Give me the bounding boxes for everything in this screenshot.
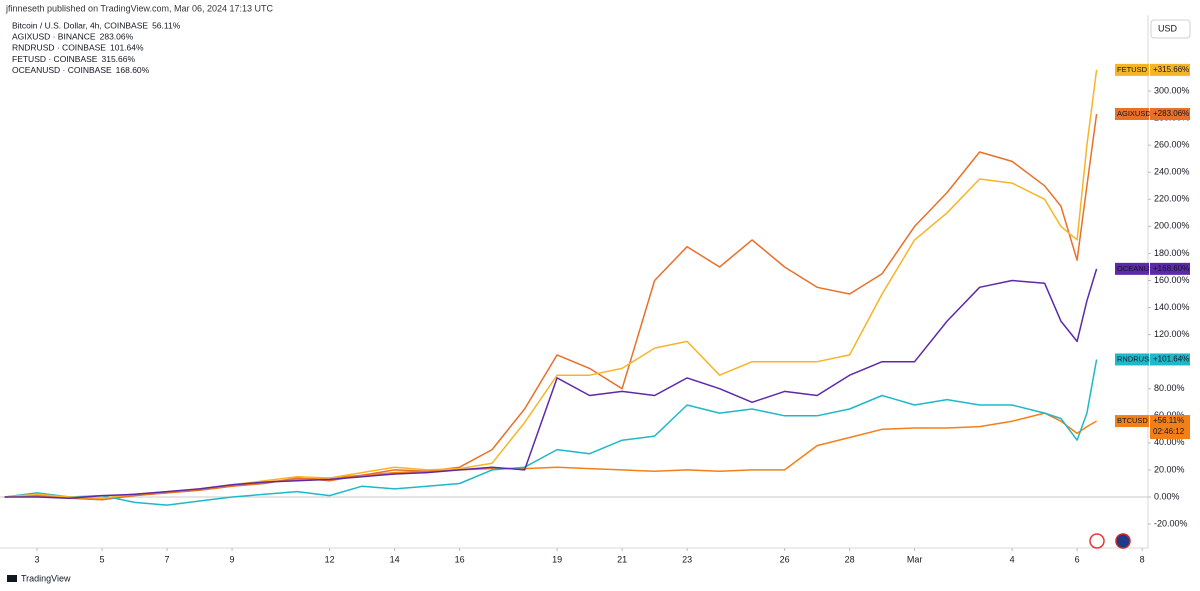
x-tick-label: Mar: [907, 554, 923, 564]
price-tag-name-box: [1115, 353, 1149, 366]
y-tick-label: 20.00%: [1154, 464, 1185, 474]
price-tag-name: AGIXUSD: [1117, 109, 1151, 118]
y-tick-label: 240.00%: [1154, 167, 1190, 177]
legend-name: FETUSD · COINBASE: [12, 54, 98, 64]
price-tag-name: BTCUSD: [1117, 416, 1148, 425]
x-tick-label: 14: [390, 554, 400, 564]
series-line: [4, 268, 1098, 500]
logo-icon: [7, 575, 17, 582]
x-tick-label: 19: [552, 554, 562, 564]
x-tick-label: 26: [780, 554, 790, 564]
footer: TradingView: [21, 573, 71, 583]
price-tag-name-box: [1115, 262, 1149, 275]
x-tick-label: 6: [1075, 554, 1080, 564]
price-tag-value-box: [1150, 107, 1190, 120]
price-tag-name: RNDRUSD: [1117, 354, 1155, 363]
currency: USD: [1158, 23, 1178, 33]
y-tick-label: 260.00%: [1154, 140, 1190, 150]
price-tag-countdown: 02:46:12: [1153, 427, 1185, 436]
x-tick-label: 8: [1140, 554, 1145, 564]
price-tag-name: OCEANUSD: [1117, 264, 1160, 273]
header: jfinneseth published on TradingView.com,…: [5, 3, 273, 13]
price-tag-value: +101.64%: [1153, 355, 1189, 364]
x-tick-label: 16: [455, 554, 465, 564]
legend-name: AGIXUSD · BINANCE: [12, 31, 96, 41]
series-line: [4, 359, 1098, 506]
currency-box[interactable]: [1150, 19, 1191, 39]
legend-value: 283.06%: [100, 31, 134, 41]
price-tag-name: FETUSD: [1117, 65, 1148, 74]
legend-value: 101.64%: [110, 43, 144, 53]
x-tick-label: 7: [165, 554, 170, 564]
x-tick-label: 9: [230, 554, 235, 564]
y-tick-label: 120.00%: [1154, 329, 1190, 339]
y-tick-label: 180.00%: [1154, 248, 1190, 258]
x-tick-label: 4: [1010, 554, 1015, 564]
y-tick-label: 200.00%: [1154, 221, 1190, 231]
price-tag-name-box: [1115, 63, 1149, 76]
x-tick-label: 21: [617, 554, 627, 564]
legend-name: Bitcoin / U.S. Dollar, 4h, COINBASE: [12, 20, 148, 30]
price-tag-value-box: [1150, 415, 1190, 440]
x-tick-label: 5: [100, 554, 105, 564]
event-icon[interactable]: [1115, 533, 1131, 549]
price-tag-value: +168.60%: [1153, 264, 1189, 273]
x-tick-label: 28: [845, 554, 855, 564]
price-tag-value-box: [1150, 63, 1190, 76]
y-tick-label: 140.00%: [1154, 302, 1190, 312]
legend-value: 56.11%: [152, 20, 181, 30]
y-tick-label: 40.00%: [1154, 437, 1185, 447]
y-tick-label: 220.00%: [1154, 194, 1190, 204]
legend-value: 168.60%: [116, 65, 150, 75]
y-tick-label: 80.00%: [1154, 383, 1185, 393]
price-tag-name-box: [1115, 107, 1149, 120]
x-tick-label: 12: [325, 554, 335, 564]
price-tag-value: +283.06%: [1153, 109, 1189, 118]
y-tick-label: 0.00%: [1154, 491, 1180, 501]
x-tick-label: 23: [682, 554, 692, 564]
price-tag-value-box: [1150, 353, 1190, 366]
series-line: [4, 113, 1098, 501]
price-tag-value: +56.11%: [1153, 416, 1184, 425]
y-tick-label: 160.00%: [1154, 275, 1190, 285]
legend-name: OCEANUSD · COINBASE: [12, 65, 112, 75]
y-tick-label: -20.00%: [1154, 518, 1188, 528]
y-tick-label: 300.00%: [1154, 85, 1190, 95]
price-tag-value-box: [1150, 262, 1190, 275]
legend-value: 315.66%: [101, 54, 135, 64]
legend-name: RNDRUSD · COINBASE: [12, 43, 106, 53]
event-icon[interactable]: [1089, 533, 1105, 549]
price-tag-name-box: [1115, 415, 1149, 428]
x-tick-label: 3: [35, 554, 40, 564]
price-tag-value: +315.66%: [1153, 65, 1189, 74]
